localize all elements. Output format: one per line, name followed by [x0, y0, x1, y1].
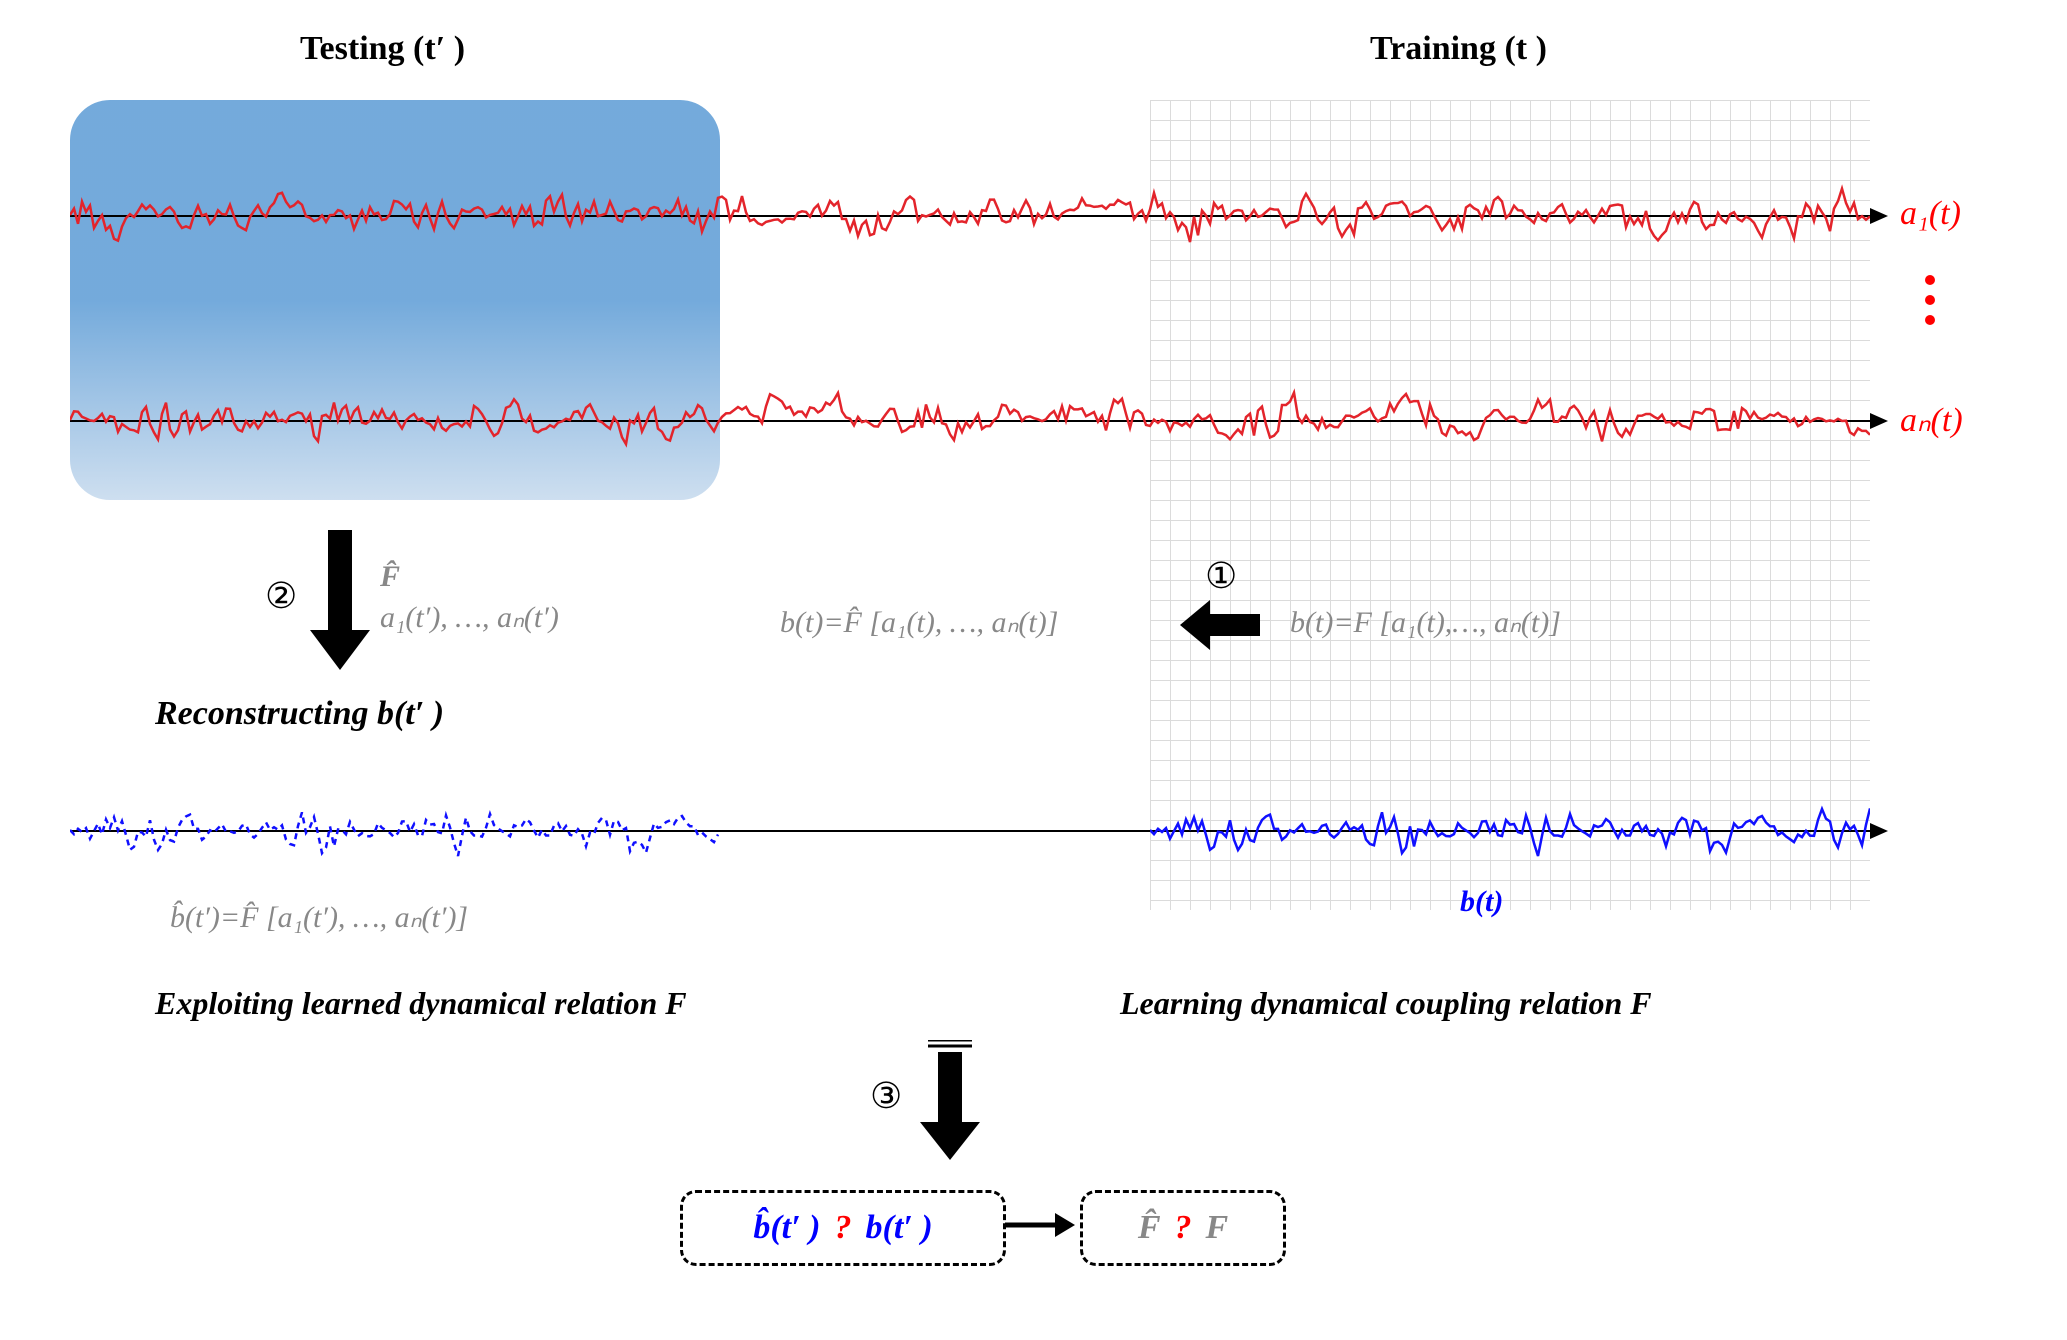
learned-relation-formula: b(t)=F̂ [a₁(t), …, aₙ(t)] [780, 605, 1058, 640]
step-one: ① [1205, 555, 1237, 597]
fhat-compare: F̂ [1138, 1209, 1161, 1247]
comparison-box-left: b̂(t′ ) ? b(t′ ) [680, 1190, 1006, 1266]
training-title: Training (t ) [1370, 30, 1547, 68]
ellipsis-dots [1925, 275, 1935, 325]
arrow-compare [1005, 1210, 1075, 1240]
signal-an [70, 365, 1870, 475]
comparison-box-right: F̂ ? F [1080, 1190, 1286, 1266]
question-1: ? [835, 1209, 852, 1247]
label-a1: a₁(t) [1900, 195, 1961, 233]
signal-a1 [70, 160, 1870, 270]
fhat-label: F̂ [380, 560, 400, 594]
a-inputs-tprime: a₁(t′), …, aₙ(t′) [380, 600, 559, 635]
arrow-left-step1 [1180, 600, 1260, 650]
arrow-down-left [310, 530, 370, 670]
signal-bt [1150, 775, 1870, 885]
axis-b-arrow [1870, 823, 1888, 839]
testing-title: Testing (t′ ) [300, 30, 465, 68]
reconstructing-title: Reconstructing b(t′ ) [155, 695, 444, 733]
caption-exploiting: Exploiting learned dynamical relation F [155, 985, 687, 1022]
f-compare: F [1206, 1209, 1229, 1247]
label-bt: b(t) [1460, 885, 1503, 919]
b-tprime: b(t′ ) [866, 1209, 933, 1247]
axis-a1-arrow [1870, 208, 1888, 224]
signal-bhat [70, 775, 720, 885]
caption-learning: Learning dynamical coupling relation F [1120, 985, 1652, 1022]
step-three: ③ [870, 1075, 902, 1117]
true-relation-formula: b(t)=F [a₁(t),…, aₙ(t)] [1290, 605, 1561, 640]
arrow-down-step3 [920, 1040, 980, 1160]
axis-an-arrow [1870, 413, 1888, 429]
bhat-tprime: b̂(t′ ) [753, 1209, 820, 1247]
step-two: ② [265, 575, 297, 617]
question-2: ? [1175, 1209, 1192, 1247]
bhat-formula: b̂(t′)=F̂ [a₁(t′), …, aₙ(t′)] [170, 900, 468, 935]
label-an: aₙ(t) [1900, 400, 1963, 440]
